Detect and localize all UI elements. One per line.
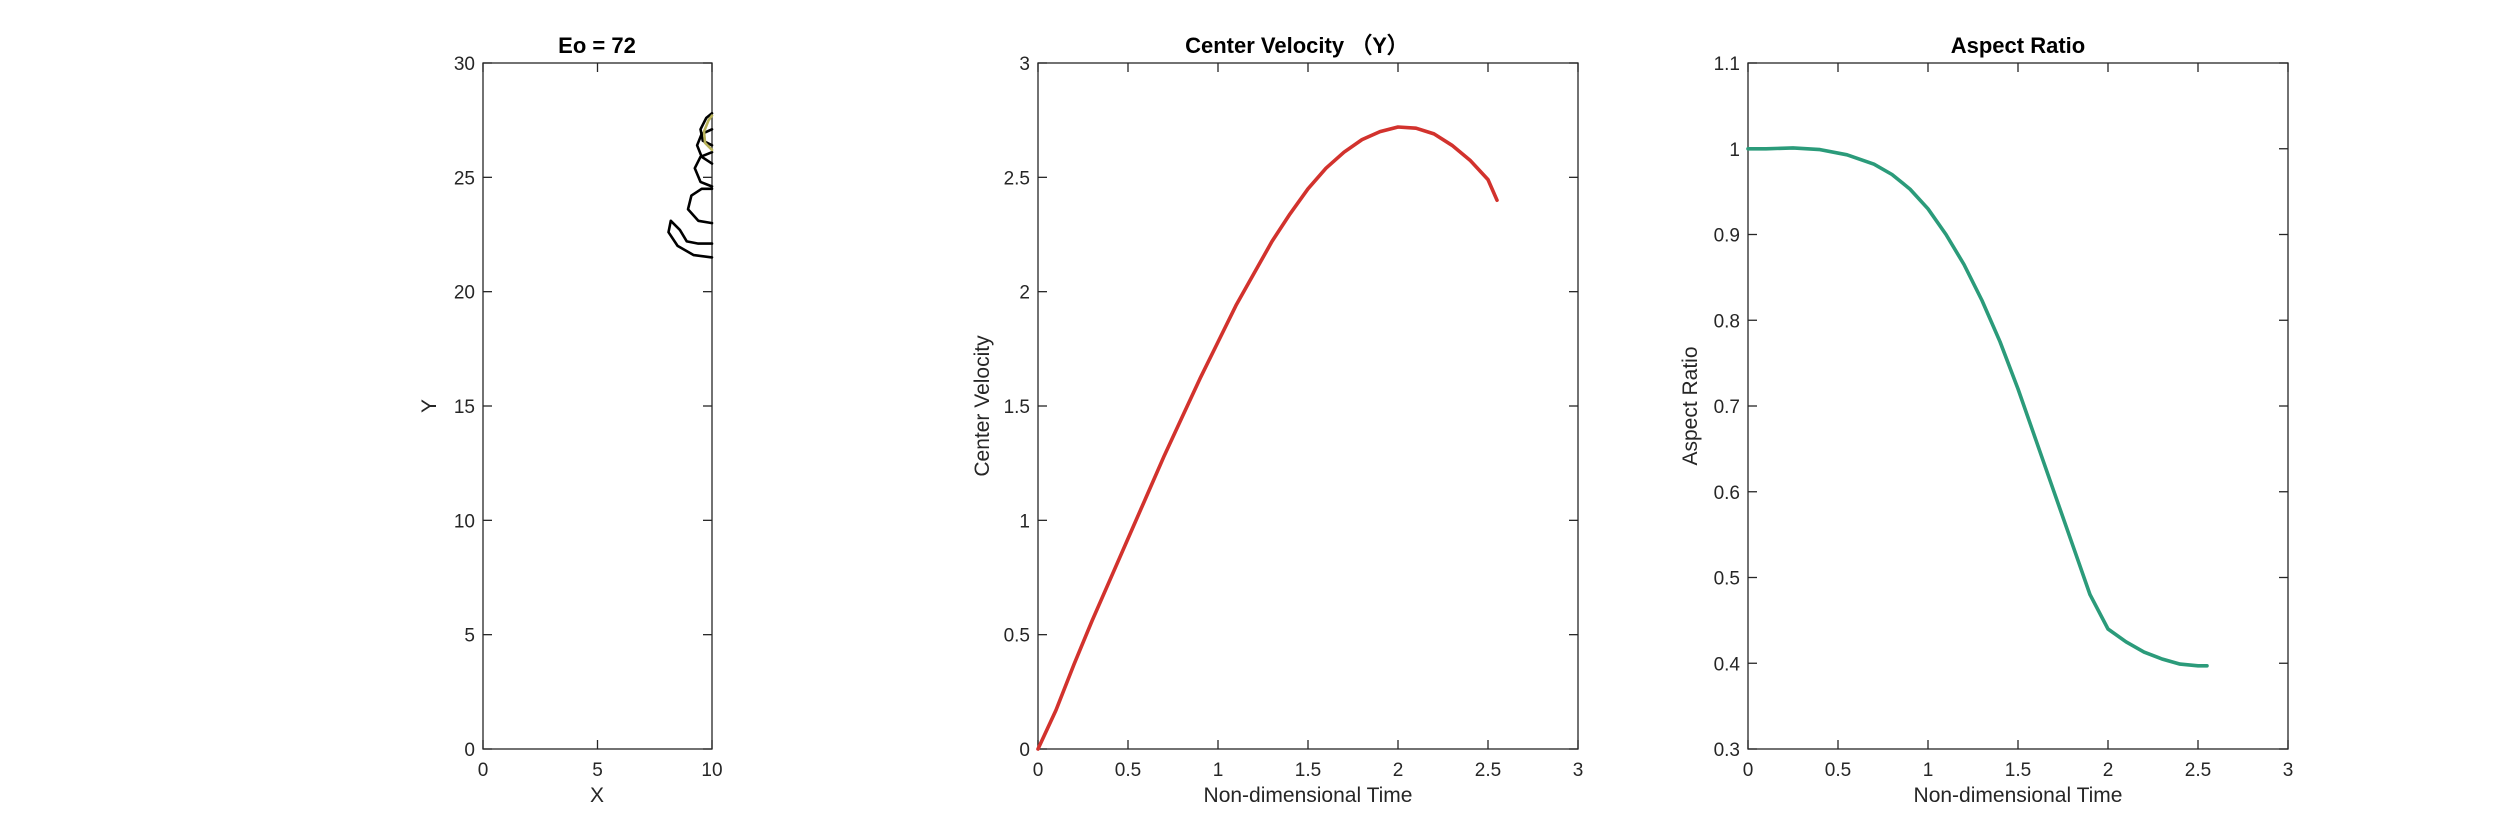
plot-area-frame	[482, 62, 713, 750]
x-tick-label: 0.5	[1115, 760, 1141, 781]
x-tick-label: 1	[1213, 760, 1224, 781]
mark-layer	[667, 112, 714, 259]
y-axis-label: Aspect Ratio	[1679, 346, 1702, 465]
y-tick-label: 10	[454, 511, 475, 532]
y-tick-label: 0	[1019, 740, 1030, 761]
bubble-shape-panel: Eo = 72 X Y 0 5 10 0 5 10 15 20 25 30	[418, 33, 723, 807]
x-tick-label: 0.5	[1825, 760, 1851, 781]
y-tick-label: 1.5	[1004, 397, 1030, 418]
y-tick-label: 0.6	[1714, 483, 1740, 504]
tick-layer: 0 5 10 0 5 10 15 20 25 30	[454, 54, 723, 781]
y-tick-label: 15	[454, 397, 475, 418]
y-tick-label: 0.7	[1714, 397, 1740, 418]
y-tick-label: 2	[1019, 283, 1030, 304]
y-tick-label: 0.4	[1714, 654, 1741, 675]
panel-title: Center Velocity （Y）	[1185, 33, 1409, 58]
aspect-ratio-panel: Aspect Ratio Non-dimensional Time Aspect…	[1679, 33, 2293, 807]
y-tick-label: 0.3	[1714, 740, 1740, 761]
y-tick-label: 1.1	[1714, 54, 1740, 75]
mark-layer	[1036, 125, 1499, 751]
x-tick-label: 3	[2283, 760, 2294, 781]
x-tick-label: 2.5	[2185, 760, 2211, 781]
x-axis-label: Non-dimensional Time	[1204, 784, 1413, 807]
y-tick-label: 30	[454, 54, 475, 75]
x-tick-label: 1.5	[2005, 760, 2031, 781]
series-line-5	[702, 114, 714, 152]
x-tick-label: 2	[1393, 760, 1404, 781]
y-tick-label: 25	[454, 168, 475, 189]
y-tick-label: 0	[464, 740, 475, 761]
series-line-0	[667, 219, 714, 259]
plot-area-frame	[1037, 62, 1579, 750]
x-tick-label: 2	[2103, 760, 2114, 781]
y-tick-label: 20	[454, 283, 475, 304]
x-tick-label: 0	[1033, 760, 1044, 781]
x-tick-label: 10	[701, 760, 722, 781]
y-tick-label: 0.5	[1714, 569, 1740, 590]
y-tick-label: 2.5	[1004, 168, 1030, 189]
x-tick-label: 2.5	[1475, 760, 1501, 781]
y-tick-label: 1	[1729, 140, 1740, 161]
panel-title: Aspect Ratio	[1951, 33, 2085, 58]
y-tick-label: 0.9	[1714, 226, 1740, 247]
series-line-1	[686, 187, 714, 225]
x-tick-label: 1.5	[1295, 760, 1321, 781]
y-tick-label: 1	[1019, 511, 1030, 532]
y-tick-label: 5	[464, 626, 475, 647]
panel-title: Eo = 72	[558, 33, 636, 58]
y-tick-label: 0.5	[1004, 626, 1030, 647]
center-velocity-panel: Center Velocity （Y） Non-dimensional Time…	[971, 33, 1583, 807]
y-tick-label: 0.8	[1714, 311, 1740, 332]
series-line-0	[1036, 125, 1499, 751]
y-tick-label: 3	[1019, 54, 1030, 75]
tick-layer: 0 0.5 1 1.5 2 2.5 3 0 0.5 1 1.5 2 2.5 3	[1004, 54, 1584, 781]
x-tick-label: 0	[478, 760, 489, 781]
series-line-2	[693, 150, 714, 188]
series-line-0	[1746, 146, 2209, 668]
x-tick-label: 3	[1573, 760, 1584, 781]
mark-layer	[1746, 146, 2209, 668]
x-axis-label: X	[590, 784, 604, 807]
y-axis-label: Center Velocity	[971, 335, 994, 477]
x-tick-label: 0	[1743, 760, 1754, 781]
x-axis-label: Non-dimensional Time	[1914, 784, 2123, 807]
y-axis-label: Y	[418, 399, 441, 413]
tick-layer: 0 0.5 1 1.5 2 2.5 3 0.3 0.4 0.5 0.6 0.7 0.8 0.9 1 1.1	[1714, 54, 2294, 781]
plot-area-frame	[1747, 62, 2289, 750]
x-tick-label: 5	[592, 760, 603, 781]
x-tick-label: 1	[1923, 760, 1934, 781]
